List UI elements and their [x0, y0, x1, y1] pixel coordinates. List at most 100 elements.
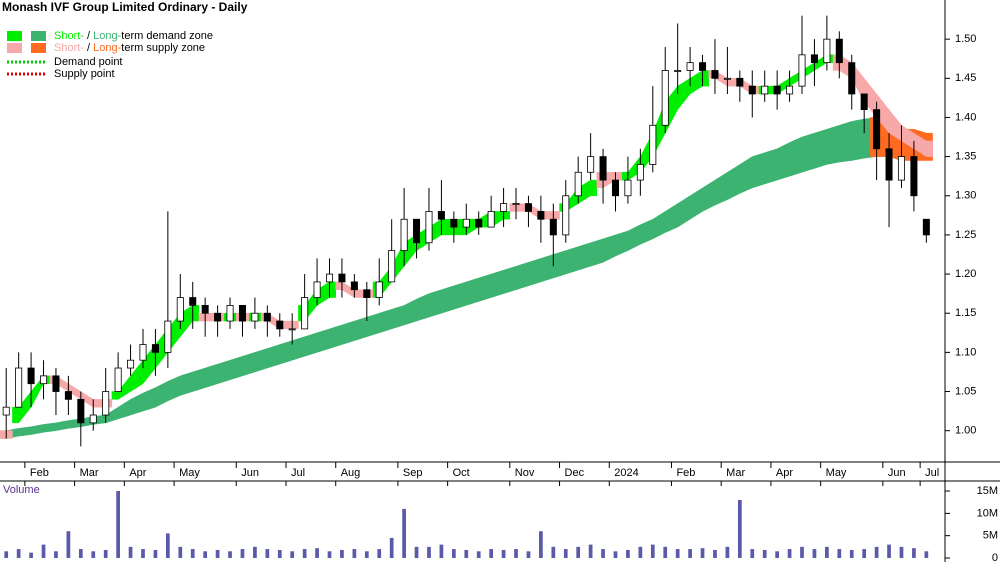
candle-body	[873, 109, 881, 150]
volume-bar	[887, 544, 891, 558]
volume-bar	[91, 551, 96, 558]
volume-bar	[414, 546, 419, 558]
price-plot	[0, 15, 933, 447]
candle-body	[338, 273, 346, 283]
candle-body	[748, 85, 756, 95]
candle-body	[325, 273, 334, 283]
y-tick-label: 1.05	[955, 385, 976, 397]
x-tick-label: Apr	[129, 467, 146, 479]
legend-label: Demand point	[54, 56, 123, 68]
volume-bar	[78, 549, 83, 558]
candle-body	[400, 218, 408, 251]
y-tick-label: 1.20	[955, 268, 976, 280]
candle-body	[487, 211, 495, 228]
candle-body	[512, 203, 520, 205]
candle-body	[189, 297, 197, 306]
volume-bar	[501, 549, 506, 558]
candle-body	[674, 70, 682, 72]
candle-body	[201, 304, 209, 314]
candle-body	[102, 391, 110, 416]
volume-bar	[812, 549, 817, 558]
y-tick-label: 1.40	[955, 111, 976, 123]
volume-bar	[650, 544, 655, 558]
volume-bar	[775, 551, 780, 558]
volume-bar	[713, 549, 717, 558]
candle-body	[736, 77, 744, 87]
volume-bar	[128, 546, 133, 558]
y-tick-label: 1.45	[955, 72, 976, 84]
legend-label-part: /	[84, 42, 93, 54]
x-tick-label: Dec	[565, 467, 585, 479]
volume-bar	[165, 533, 170, 558]
volume-tick-label: 10M	[977, 507, 998, 519]
x-tick-label: Mar	[80, 467, 99, 479]
candle-body	[773, 85, 781, 95]
x-tick-label: Feb	[30, 467, 49, 479]
volume-bar	[439, 544, 444, 558]
candle-body	[636, 164, 644, 181]
candle-body	[649, 124, 657, 165]
candle-body	[587, 156, 595, 173]
volume-bar	[364, 551, 369, 558]
candle-body	[350, 281, 358, 291]
volume-bar	[601, 549, 605, 558]
candle-body	[611, 179, 620, 197]
candle-body	[798, 54, 806, 87]
x-tick-label: May	[826, 467, 847, 479]
volume-tick-label: 5M	[983, 530, 998, 542]
volume-plot	[4, 491, 929, 558]
candle-body	[313, 281, 321, 298]
volume-bar	[874, 546, 879, 558]
candle-body	[263, 312, 271, 322]
y-tick-label: 1.35	[955, 151, 976, 163]
candle-body	[835, 38, 843, 64]
volume-bar	[153, 549, 158, 558]
volume-bar	[116, 491, 120, 558]
volume-bar	[638, 546, 643, 558]
volume-bar	[240, 549, 245, 558]
candle-body	[413, 218, 421, 244]
candle-body	[786, 85, 794, 95]
volume-bar	[663, 546, 668, 558]
volume-bar	[402, 508, 406, 558]
volume-bar	[389, 537, 394, 558]
candle-body	[549, 218, 557, 236]
candle-body	[176, 297, 184, 322]
zone-band	[49, 375, 113, 408]
candle-body	[425, 211, 433, 244]
volume-bar	[924, 551, 929, 558]
x-tick-label: Apr	[776, 467, 793, 479]
zone-band	[832, 54, 933, 157]
volume-bar	[203, 551, 208, 558]
candle-body	[897, 156, 905, 181]
chart-title: Monash IVF Group Limited Ordinary - Dail…	[2, 0, 248, 14]
candle-body	[151, 344, 159, 353]
volume-bar	[464, 549, 469, 558]
x-tick-label: Jun	[241, 467, 259, 479]
candle-body	[164, 320, 172, 353]
x-tick-label: 2024	[614, 467, 638, 479]
volume-bar	[576, 546, 581, 558]
candle-body	[15, 367, 23, 408]
legend-label-part: Long-	[93, 42, 121, 54]
legend-label-part: term supply zone	[121, 42, 205, 54]
volume-bar	[451, 549, 456, 558]
volume-bar	[302, 549, 307, 558]
volume-bar	[190, 549, 195, 558]
volume-bar	[899, 546, 904, 558]
volume-bar	[688, 549, 692, 558]
x-tick-label: Jun	[888, 467, 906, 479]
legend-swatch	[31, 31, 46, 41]
volume-bar	[103, 549, 108, 558]
candle-body	[375, 281, 383, 298]
volume-bar	[787, 549, 792, 558]
legend-label-part: Short-	[54, 42, 84, 54]
candle-body	[77, 398, 85, 424]
x-tick-label: Feb	[676, 467, 695, 479]
candle-body	[574, 171, 582, 197]
legend-label: Short- / Long-term supply zone	[54, 42, 205, 54]
candle-body	[624, 179, 632, 197]
legend-label-part: term demand zone	[121, 30, 213, 42]
candle-body	[388, 250, 396, 283]
candle-body	[288, 328, 296, 331]
